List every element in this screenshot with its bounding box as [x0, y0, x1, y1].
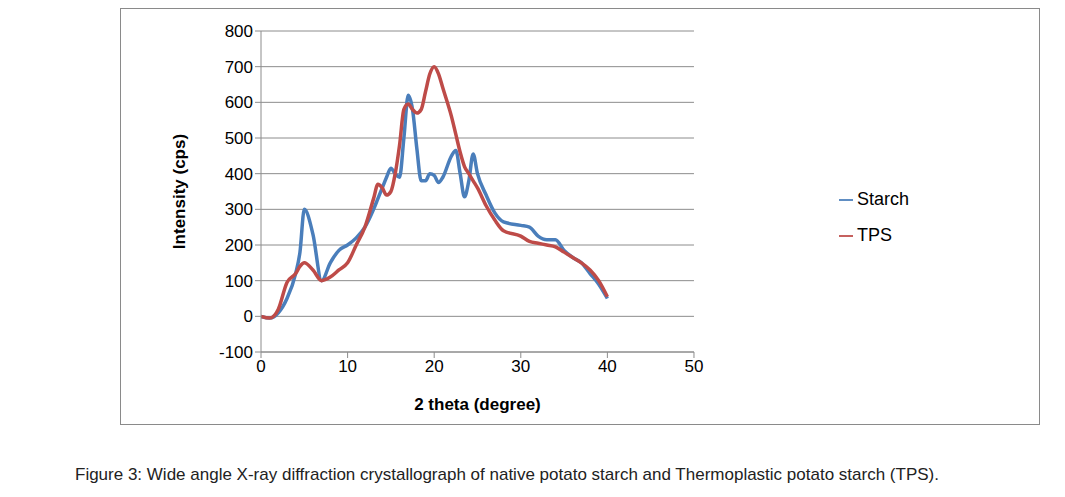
svg-text:50: 50: [685, 357, 704, 376]
svg-text:100: 100: [225, 272, 253, 291]
svg-text:400: 400: [225, 165, 253, 184]
svg-text:600: 600: [225, 93, 253, 112]
svg-text:0: 0: [256, 357, 265, 376]
svg-text:Intensity (cps): Intensity (cps): [170, 134, 189, 249]
svg-text:0: 0: [244, 307, 253, 326]
svg-text:200: 200: [225, 236, 253, 255]
html-text:Starch: Starch: [857, 188, 909, 209]
html-text:TPS: TPS: [857, 224, 892, 245]
svg-text:40: 40: [598, 357, 617, 376]
html-text:Figure 3: Wide angle X-ray dif: Figure 3: Wide angle X-ray diffraction c…: [75, 465, 939, 484]
svg-text:700: 700: [225, 58, 253, 77]
svg-text:20: 20: [425, 357, 444, 376]
svg-text:-100: -100: [219, 343, 253, 362]
svg-text:800: 800: [225, 22, 253, 41]
svg-text:300: 300: [225, 200, 253, 219]
svg-text:30: 30: [511, 357, 530, 376]
svg-text:10: 10: [338, 357, 357, 376]
svg-text:2 theta (degree): 2 theta (degree): [414, 395, 541, 414]
svg-text:500: 500: [225, 129, 253, 148]
